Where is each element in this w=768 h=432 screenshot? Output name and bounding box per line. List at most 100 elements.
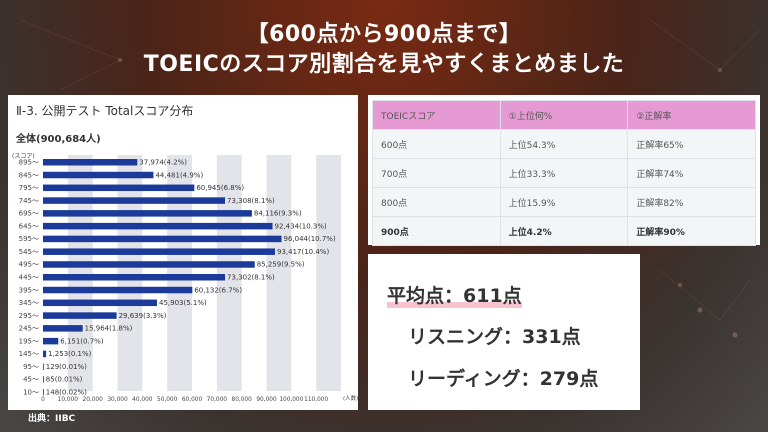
y-tick-label: 595〜	[19, 235, 39, 243]
x-tick-label: 30,000	[107, 397, 128, 403]
data-label: 44,481(4.9%)	[155, 171, 203, 179]
x-tick-label: 80,000	[232, 397, 253, 403]
y-tick-label: 445〜	[19, 274, 39, 282]
table-cell: ①上位何%	[499, 100, 629, 130]
data-label: 37,974(4.2%)	[139, 159, 187, 167]
x-tick-label: 110,000	[304, 397, 328, 403]
bar	[43, 197, 226, 204]
data-label: 129(0.01%)	[46, 363, 87, 371]
reading-score: リーディング：279点	[408, 368, 599, 390]
data-label: 96,044(10.7%)	[284, 235, 336, 243]
bar	[43, 184, 195, 192]
x-tick-label: 100,000	[279, 397, 303, 403]
data-label: 1,253(0.1%)	[48, 350, 92, 358]
table-cell: 上位15.9%	[499, 187, 629, 217]
data-label: 84,116(9.3%)	[254, 210, 302, 218]
table-row: 600点 上位54.3% 正解率65%	[372, 129, 756, 159]
data-label: 148(0.02%)	[46, 389, 87, 397]
bar	[43, 222, 273, 230]
bar	[43, 286, 193, 294]
bar	[43, 299, 157, 307]
y-tick-label: 845〜	[19, 171, 39, 179]
bar	[43, 274, 226, 281]
y-tick-label: 345〜	[19, 299, 39, 307]
data-label: 85(0.01%)	[46, 376, 83, 384]
y-tick-label: 745〜	[19, 197, 39, 205]
grid-band	[167, 155, 192, 391]
data-label: 45,903(5.1%)	[159, 299, 207, 307]
x-axis-label: (人数)	[343, 394, 358, 402]
bar	[43, 235, 282, 243]
bar	[43, 248, 275, 255]
grid-band	[266, 155, 292, 391]
table-header-row: TOEICスコア ①上位何% ②正解率	[372, 100, 756, 130]
table-cell: 正解率65%	[627, 129, 756, 159]
chart-subtitle: 全体(900,684人)	[15, 132, 101, 145]
table-cell: 正解率74%	[627, 158, 756, 188]
y-tick-label: 495〜	[19, 261, 39, 269]
data-label: 60,132(6.7%)	[194, 286, 242, 294]
table-cell: 正解率82%	[627, 187, 756, 217]
x-tick-label: 50,000	[157, 397, 178, 403]
table-cell: 600点	[372, 129, 501, 159]
title-line-1: 【600点から900点まで】	[246, 22, 522, 47]
y-tick-label: 45〜	[23, 376, 39, 384]
table-cell: 上位54.3%	[499, 129, 629, 159]
y-tick-label: 10〜	[23, 389, 39, 397]
stats-panel	[368, 254, 640, 410]
y-tick-label: 795〜	[19, 184, 39, 192]
bar	[43, 171, 154, 179]
data-label: 93,417(10.4%)	[277, 248, 329, 256]
table-cell: 上位4.2%	[499, 216, 629, 246]
y-tick-label: 545〜	[19, 248, 39, 256]
chart-title: Ⅱ-3. 公開テスト Totalスコア分布	[16, 104, 193, 118]
y-tick-label: 695〜	[19, 210, 39, 218]
table-row: 800点 上位15.9% 正解率82%	[372, 187, 756, 217]
bar	[43, 363, 44, 370]
table-row: 700点 上位33.3% 正解率74%	[372, 158, 756, 188]
grid-band	[216, 155, 242, 391]
data-label: 73,308(8.1%)	[227, 197, 275, 205]
y-tick-label: 395〜	[19, 286, 39, 294]
y-tick-label: 145〜	[19, 350, 39, 358]
data-label: 85,259(9.5%)	[257, 261, 305, 269]
y-tick-label: 645〜	[19, 222, 39, 230]
x-tick-label: 40,000	[132, 397, 153, 403]
bar	[43, 325, 83, 332]
grid-band	[67, 155, 93, 391]
bar	[43, 337, 59, 345]
data-label: 15,964(1.8%)	[85, 325, 133, 333]
x-tick-label: 20,000	[83, 397, 104, 403]
bar	[43, 159, 138, 166]
table-cell: TOEICスコア	[372, 100, 501, 130]
data-label: 29,639(3.3%)	[119, 312, 167, 320]
grid-band	[316, 155, 341, 391]
bar	[43, 376, 44, 383]
y-tick-label: 195〜	[19, 337, 39, 345]
x-tick-label: 90,000	[256, 397, 277, 403]
table-cell: 上位33.3%	[499, 158, 629, 188]
y-axis-label: (スコア)	[12, 153, 35, 160]
title-line-2: TOEICのスコア別割合を見やすくまとめました	[143, 52, 625, 77]
bar	[43, 312, 117, 319]
x-tick-label: 10,000	[58, 397, 79, 403]
y-tick-label: 95〜	[23, 363, 39, 371]
bar	[43, 210, 252, 217]
table-row: 900点 上位4.2% 正解率90%	[372, 216, 756, 246]
bar	[43, 350, 47, 358]
y-tick-label: 245〜	[19, 325, 39, 333]
x-tick-label: 60,000	[182, 397, 203, 403]
table-cell: 900点	[372, 216, 501, 246]
table-cell: ②正解率	[627, 100, 756, 130]
y-tick-label: 895〜	[19, 159, 39, 167]
bar	[43, 261, 255, 268]
table-cell: 正解率90%	[627, 216, 756, 246]
source-label: 出典：IIBC	[28, 414, 76, 424]
grid-band	[117, 155, 143, 391]
data-label: 73,302(8.1%)	[227, 274, 275, 282]
data-label: 92,434(10.3%)	[275, 222, 327, 230]
data-label: 60,945(6.8%)	[196, 184, 244, 192]
data-label: 6,151(0.7%)	[60, 337, 104, 345]
bar	[43, 389, 44, 396]
